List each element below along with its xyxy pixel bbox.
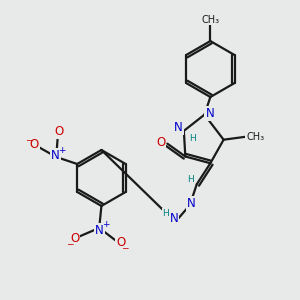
Text: O: O <box>55 125 64 138</box>
Text: O: O <box>156 136 166 149</box>
Text: N: N <box>95 224 103 237</box>
Text: +: + <box>58 146 66 155</box>
Text: O: O <box>116 236 125 249</box>
Text: N: N <box>187 197 196 210</box>
Text: N: N <box>206 107 214 120</box>
Text: −: − <box>121 243 129 252</box>
Text: N: N <box>51 149 60 162</box>
Text: CH₃: CH₃ <box>201 15 219 25</box>
Text: N: N <box>169 212 178 226</box>
Text: O: O <box>70 232 80 245</box>
Text: H: H <box>189 134 196 143</box>
Text: N: N <box>174 122 183 134</box>
Text: −: − <box>26 135 33 144</box>
Text: H: H <box>163 209 169 218</box>
Text: +: + <box>102 220 110 230</box>
Text: O: O <box>30 138 39 151</box>
Text: CH₃: CH₃ <box>246 132 264 142</box>
Text: −: − <box>66 239 74 248</box>
Text: H: H <box>187 175 194 184</box>
